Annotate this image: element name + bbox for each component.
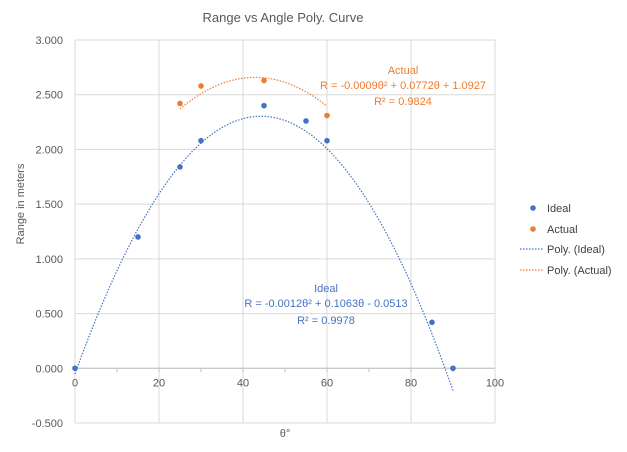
data-point-actual bbox=[177, 100, 183, 107]
legend-marker-actual bbox=[530, 226, 536, 232]
x-tick-label: 100 bbox=[486, 377, 504, 389]
annotation-ideal-r2: R² = 0.9978 bbox=[297, 315, 355, 327]
annotation-actual-label: Actual bbox=[388, 65, 419, 77]
trendline-actual bbox=[179, 76, 328, 110]
y-tick-label: 1.500 bbox=[35, 199, 63, 211]
data-point-ideal bbox=[450, 365, 456, 372]
legend: Ideal Actual Poly. (Ideal) Poly. (Actual… bbox=[520, 203, 612, 277]
y-tick-label: 1.000 bbox=[35, 254, 63, 266]
legend-item-ideal: Ideal bbox=[530, 203, 571, 215]
legend-marker-ideal bbox=[530, 205, 536, 211]
data-point-ideal bbox=[72, 365, 78, 372]
y-tick-label: 2.500 bbox=[35, 90, 63, 102]
x-tick-label: 0 bbox=[72, 377, 78, 389]
data-point-ideal bbox=[177, 164, 183, 170]
data-point-ideal bbox=[135, 234, 141, 240]
data-point-actual bbox=[261, 77, 267, 84]
data-points bbox=[72, 77, 456, 372]
annotation-actual-r2: R² = 0.9824 bbox=[374, 96, 432, 108]
x-tick-label: 20 bbox=[153, 377, 165, 389]
annotation-actual: Actual R = -0.0009θ² + 0.0772θ + 1.0927 … bbox=[320, 65, 486, 108]
legend-item-poly-ideal: Poly. (Ideal) bbox=[520, 244, 605, 256]
x-tick-label: 60 bbox=[321, 377, 333, 389]
data-point-actual bbox=[324, 112, 330, 119]
y-axis-label: Range in meters bbox=[15, 163, 27, 244]
x-axis-label: θ° bbox=[280, 428, 291, 440]
tick-labels: 3.000 2.500 2.000 1.500 1.000 0.500 0.000 -0.50… bbox=[32, 35, 504, 430]
annotation-actual-equation: R = -0.0009θ² + 0.0772θ + 1.0927 bbox=[320, 80, 486, 92]
trendline-ideal bbox=[74, 115, 454, 391]
trendlines bbox=[74, 76, 454, 391]
legend-label-ideal: Ideal bbox=[547, 203, 571, 215]
annotation-ideal-label: Ideal bbox=[314, 283, 338, 295]
legend-item-actual: Actual bbox=[530, 224, 578, 236]
data-point-ideal bbox=[198, 137, 204, 144]
annotation-ideal-equation: R = -0.0012θ² + 0.1063θ - 0.0513 bbox=[244, 298, 407, 310]
data-point-ideal bbox=[261, 102, 267, 109]
y-tick-label: 2.000 bbox=[35, 144, 63, 156]
annotation-ideal: Ideal R = -0.0012θ² + 0.1063θ - 0.0513 R… bbox=[244, 283, 407, 327]
data-point-ideal bbox=[429, 319, 435, 326]
legend-label-actual: Actual bbox=[547, 224, 578, 236]
legend-label-poly-ideal: Poly. (Ideal) bbox=[547, 244, 605, 256]
data-point-ideal bbox=[324, 137, 330, 144]
data-point-ideal bbox=[303, 118, 309, 124]
x-tick-label: 80 bbox=[405, 377, 417, 389]
data-point-actual bbox=[198, 83, 204, 89]
chart-title: Range vs Angle Poly. Curve bbox=[203, 10, 364, 25]
y-tick-label: 0.000 bbox=[35, 363, 63, 375]
y-tick-label: 0.500 bbox=[35, 309, 63, 321]
legend-item-poly-actual: Poly. (Actual) bbox=[520, 265, 612, 277]
y-tick-label: -0.500 bbox=[32, 418, 63, 430]
legend-label-poly-actual: Poly. (Actual) bbox=[547, 265, 612, 277]
gridlines bbox=[74, 39, 496, 424]
y-tick-label: 3.000 bbox=[35, 35, 63, 47]
x-tick-label: 40 bbox=[237, 377, 249, 389]
